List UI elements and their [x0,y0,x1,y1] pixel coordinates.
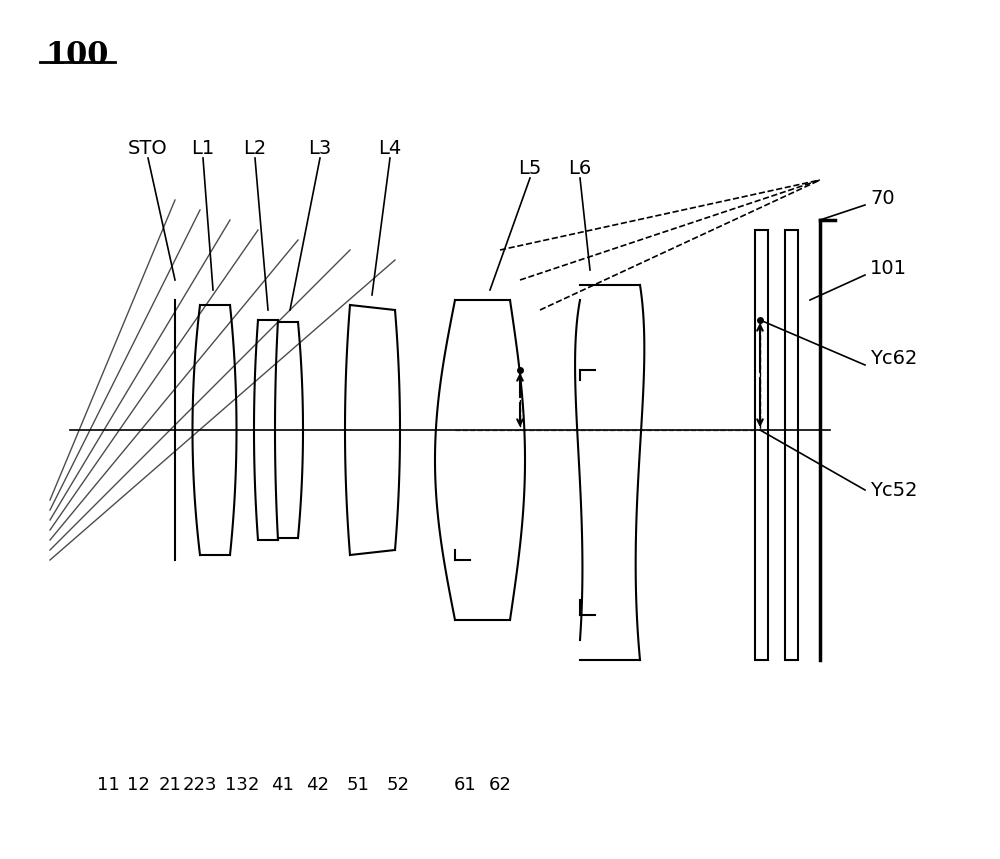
Text: 132: 132 [225,776,259,794]
Text: 223: 223 [183,776,217,794]
Text: 21: 21 [159,776,181,794]
Text: 61: 61 [454,776,476,794]
Text: 51: 51 [347,776,369,794]
Text: 11: 11 [97,776,119,794]
Text: STO: STO [128,138,168,157]
Text: 70: 70 [870,188,895,208]
Text: 101: 101 [870,259,907,277]
Text: L2: L2 [243,138,267,157]
Bar [785,230,798,660]
Text: L6: L6 [568,159,592,178]
Text: Yc62: Yc62 [870,349,917,368]
Text: L1: L1 [191,138,215,157]
Text: Yc52: Yc52 [870,480,918,499]
Text: 12: 12 [127,776,149,794]
Text: 100: 100 [45,40,108,71]
Text: L5: L5 [518,159,542,178]
Text: L3: L3 [308,138,332,157]
Bar [755,230,768,660]
Text: 41: 41 [271,776,293,794]
Text: 62: 62 [489,776,511,794]
Text: 52: 52 [386,776,410,794]
Text: 42: 42 [306,776,330,794]
Text: L4: L4 [378,138,402,157]
